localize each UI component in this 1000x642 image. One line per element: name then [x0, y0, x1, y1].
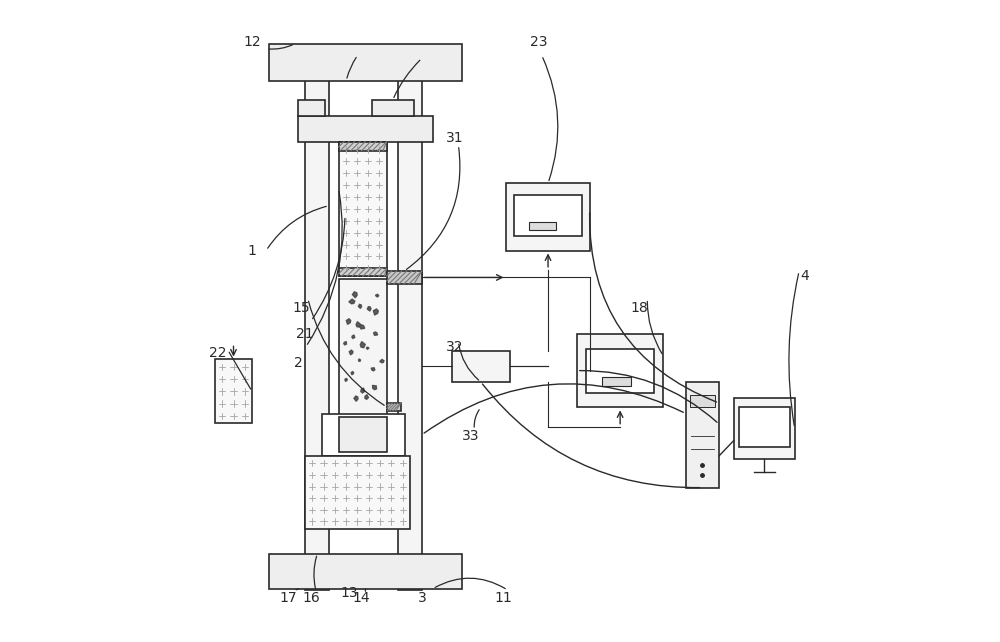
- Polygon shape: [380, 360, 384, 363]
- Text: 17: 17: [280, 591, 297, 605]
- Bar: [529, 221, 556, 230]
- Bar: [269, 44, 462, 81]
- Bar: [339, 142, 387, 276]
- Polygon shape: [349, 299, 355, 304]
- Bar: [372, 100, 414, 116]
- Polygon shape: [354, 396, 358, 401]
- Polygon shape: [352, 335, 355, 338]
- Polygon shape: [374, 332, 378, 335]
- Polygon shape: [360, 342, 365, 348]
- Text: 21: 21: [296, 327, 314, 341]
- Bar: [577, 334, 663, 408]
- Bar: [298, 100, 325, 116]
- Polygon shape: [349, 350, 353, 355]
- Bar: [739, 407, 790, 447]
- Bar: [514, 195, 582, 236]
- Bar: [387, 403, 401, 411]
- Bar: [506, 183, 590, 250]
- Bar: [586, 349, 654, 394]
- Polygon shape: [352, 292, 357, 298]
- Text: 3: 3: [417, 591, 426, 605]
- Text: 23: 23: [530, 35, 547, 49]
- Bar: [305, 52, 329, 590]
- Bar: [387, 271, 422, 284]
- Text: 22: 22: [209, 346, 227, 360]
- Bar: [339, 268, 387, 276]
- Polygon shape: [361, 388, 365, 393]
- Text: 11: 11: [494, 591, 512, 605]
- Bar: [602, 377, 631, 386]
- Bar: [398, 52, 422, 590]
- Polygon shape: [367, 307, 371, 311]
- Bar: [690, 395, 715, 408]
- Bar: [452, 351, 510, 382]
- Polygon shape: [371, 368, 375, 371]
- Polygon shape: [346, 319, 351, 324]
- Polygon shape: [375, 294, 379, 297]
- Bar: [734, 398, 795, 459]
- Bar: [686, 382, 719, 487]
- Text: 31: 31: [446, 132, 464, 146]
- Polygon shape: [356, 322, 361, 327]
- Bar: [298, 116, 433, 142]
- Polygon shape: [345, 379, 347, 381]
- Text: 14: 14: [352, 591, 370, 605]
- Bar: [305, 456, 410, 529]
- Polygon shape: [351, 372, 354, 375]
- Polygon shape: [373, 309, 378, 315]
- Polygon shape: [358, 304, 362, 308]
- Text: 13: 13: [341, 586, 358, 600]
- Bar: [339, 142, 387, 151]
- Polygon shape: [366, 347, 369, 349]
- Text: 12: 12: [243, 35, 261, 49]
- Bar: [269, 553, 462, 589]
- Bar: [339, 417, 387, 453]
- Polygon shape: [360, 325, 365, 329]
- Bar: [339, 279, 387, 417]
- Text: 16: 16: [303, 591, 321, 605]
- Polygon shape: [365, 395, 368, 399]
- Polygon shape: [358, 359, 361, 361]
- Bar: [215, 360, 252, 424]
- Bar: [322, 414, 405, 456]
- Polygon shape: [372, 385, 377, 390]
- Text: 18: 18: [631, 301, 649, 315]
- Text: 32: 32: [446, 340, 464, 354]
- Text: 15: 15: [293, 301, 310, 315]
- Text: 4: 4: [800, 269, 809, 283]
- Text: 1: 1: [248, 243, 257, 257]
- Text: 33: 33: [462, 429, 480, 444]
- Polygon shape: [344, 342, 346, 345]
- Text: 2: 2: [294, 356, 303, 370]
